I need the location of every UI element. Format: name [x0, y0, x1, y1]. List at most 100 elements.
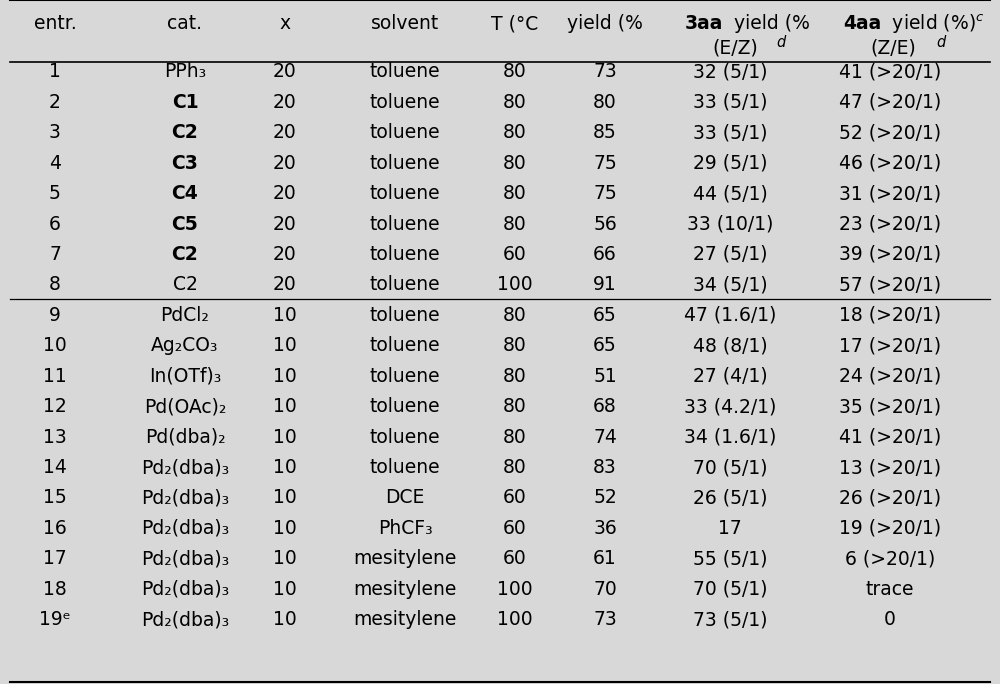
Text: 44 (5/1): 44 (5/1) [693, 184, 767, 203]
Text: 61: 61 [593, 549, 617, 568]
Text: toluene: toluene [370, 62, 440, 81]
Text: Ag₂CO₃: Ag₂CO₃ [151, 337, 219, 355]
Text: 60: 60 [503, 245, 527, 264]
Text: 80: 80 [503, 184, 527, 203]
Text: trace: trace [866, 580, 914, 598]
Text: 57 (>20/1): 57 (>20/1) [839, 276, 941, 294]
Text: C2: C2 [172, 245, 198, 264]
Text: Pd(OAc)₂: Pd(OAc)₂ [144, 397, 226, 416]
Text: 80: 80 [503, 154, 527, 172]
Text: 29 (5/1): 29 (5/1) [693, 154, 767, 172]
Text: (Z/E): (Z/E) [870, 38, 916, 57]
Text: 18: 18 [43, 580, 67, 598]
Text: C2: C2 [172, 123, 198, 142]
Text: 80: 80 [503, 93, 527, 111]
Text: toluene: toluene [370, 337, 440, 355]
Text: Pd₂(dba)₃: Pd₂(dba)₃ [141, 549, 229, 568]
Text: $d$: $d$ [936, 34, 948, 51]
Text: 70: 70 [593, 580, 617, 598]
Text: 80: 80 [503, 428, 527, 447]
Text: 33 (4.2/1): 33 (4.2/1) [684, 397, 776, 416]
Text: In(OTf)₃: In(OTf)₃ [149, 367, 221, 386]
Text: 19 (>20/1): 19 (>20/1) [839, 519, 941, 538]
Text: 10: 10 [273, 337, 297, 355]
Text: 66: 66 [593, 245, 617, 264]
Text: 51: 51 [593, 367, 617, 386]
Text: C4: C4 [172, 184, 198, 203]
Text: 3: 3 [49, 123, 61, 142]
Text: 20: 20 [273, 62, 297, 81]
Text: 56: 56 [593, 215, 617, 233]
Text: toluene: toluene [370, 184, 440, 203]
Text: 55 (5/1): 55 (5/1) [693, 549, 767, 568]
Text: 16: 16 [43, 519, 67, 538]
Text: 10: 10 [273, 610, 297, 629]
Text: 91: 91 [593, 276, 617, 294]
Text: 33 (5/1): 33 (5/1) [693, 123, 767, 142]
Text: 75: 75 [593, 184, 617, 203]
Text: (E/Z): (E/Z) [712, 38, 758, 57]
Text: Pd₂(dba)₃: Pd₂(dba)₃ [141, 488, 229, 508]
Text: 10: 10 [273, 488, 297, 508]
Text: yield (%: yield (% [567, 14, 643, 34]
Text: 13 (>20/1): 13 (>20/1) [839, 458, 941, 477]
Text: $d$: $d$ [776, 34, 788, 51]
Text: 32 (5/1): 32 (5/1) [693, 62, 767, 81]
Text: 34 (1.6/1): 34 (1.6/1) [684, 428, 776, 447]
Text: 60: 60 [503, 519, 527, 538]
Text: Pd₂(dba)₃: Pd₂(dba)₃ [141, 610, 229, 629]
Text: 80: 80 [503, 62, 527, 81]
Text: 4aa: 4aa [843, 14, 881, 34]
Text: PPh₃: PPh₃ [164, 62, 206, 81]
Text: 19ᵉ: 19ᵉ [39, 610, 71, 629]
Text: 100: 100 [497, 276, 533, 294]
Text: T (°C: T (°C [491, 14, 539, 34]
Text: 10: 10 [273, 458, 297, 477]
Text: Pd₂(dba)₃: Pd₂(dba)₃ [141, 580, 229, 598]
Text: 10: 10 [273, 549, 297, 568]
Text: 20: 20 [273, 184, 297, 203]
Text: cat.: cat. [168, 14, 202, 34]
Text: 9: 9 [49, 306, 61, 325]
Text: toluene: toluene [370, 458, 440, 477]
Text: yield (%: yield (% [728, 14, 810, 34]
Text: 83: 83 [593, 458, 617, 477]
Text: 73: 73 [593, 610, 617, 629]
Text: 31 (>20/1): 31 (>20/1) [839, 184, 941, 203]
Text: Pd₂(dba)₃: Pd₂(dba)₃ [141, 458, 229, 477]
Text: 12: 12 [43, 397, 67, 416]
Text: C2: C2 [173, 276, 197, 294]
Text: 36: 36 [593, 519, 617, 538]
Text: 75: 75 [593, 154, 617, 172]
Text: 17: 17 [718, 519, 742, 538]
Text: 10: 10 [273, 519, 297, 538]
Text: 46 (>20/1): 46 (>20/1) [839, 154, 941, 172]
Text: 18 (>20/1): 18 (>20/1) [839, 306, 941, 325]
Text: 6: 6 [49, 215, 61, 233]
Text: 60: 60 [503, 488, 527, 508]
Text: 26 (>20/1): 26 (>20/1) [839, 488, 941, 508]
Text: 20: 20 [273, 154, 297, 172]
Text: 5: 5 [49, 184, 61, 203]
Text: toluene: toluene [370, 93, 440, 111]
Text: 80: 80 [593, 93, 617, 111]
Text: 35 (>20/1): 35 (>20/1) [839, 397, 941, 416]
Text: 41 (>20/1): 41 (>20/1) [839, 428, 941, 447]
Text: toluene: toluene [370, 245, 440, 264]
Text: 70 (5/1): 70 (5/1) [693, 458, 767, 477]
Text: entr.: entr. [34, 14, 76, 34]
Text: 10: 10 [273, 306, 297, 325]
Text: 4: 4 [49, 154, 61, 172]
Text: 100: 100 [497, 580, 533, 598]
Text: C3: C3 [172, 154, 198, 172]
Text: 34 (5/1): 34 (5/1) [693, 276, 767, 294]
Text: 80: 80 [503, 215, 527, 233]
Text: 70 (5/1): 70 (5/1) [693, 580, 767, 598]
Text: toluene: toluene [370, 428, 440, 447]
Text: 8: 8 [49, 276, 61, 294]
Text: mesitylene: mesitylene [353, 610, 457, 629]
Text: 23 (>20/1): 23 (>20/1) [839, 215, 941, 233]
Text: yield (%)$^c$: yield (%)$^c$ [886, 12, 985, 36]
Text: 24 (>20/1): 24 (>20/1) [839, 367, 941, 386]
Text: 60: 60 [503, 549, 527, 568]
